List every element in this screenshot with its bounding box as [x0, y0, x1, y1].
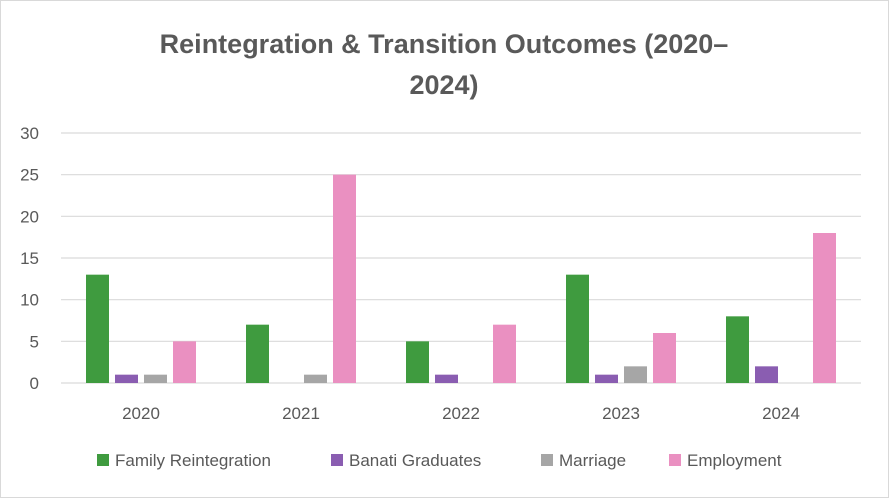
bar-marriage-2020	[144, 374, 167, 383]
bar-employment-2023	[653, 333, 676, 383]
legend-swatch	[97, 454, 109, 466]
legend-label: Marriage	[559, 451, 626, 470]
y-axis: 0 5 10 15 20 25 30	[20, 124, 39, 393]
chart-title-line-2: 2024)	[409, 70, 478, 100]
y-tick-label: 10	[20, 291, 39, 310]
legend-swatch	[669, 454, 681, 466]
bar-family-reintegration-2021	[246, 324, 269, 383]
legend-label: Banati Graduates	[349, 451, 481, 470]
bar-marriage-2021	[304, 374, 327, 383]
y-tick-label: 30	[20, 124, 39, 143]
y-tick-label: 20	[20, 207, 39, 226]
x-tick-label: 2022	[442, 404, 480, 423]
y-tick-label: 25	[20, 166, 39, 185]
bar-family-reintegration-2023	[566, 274, 589, 383]
chart-title-line-1: Reintegration & Transition Outcomes (202…	[160, 29, 729, 59]
x-tick-label: 2024	[762, 404, 800, 423]
x-tick-label: 2023	[602, 404, 640, 423]
y-tick-label: 15	[20, 249, 39, 268]
bar-employment-2020	[173, 341, 196, 383]
bar-employment-2024	[813, 233, 836, 383]
bar-banati-graduates-2024	[755, 366, 778, 383]
legend-swatch	[541, 454, 553, 466]
bar-marriage-2023	[624, 366, 647, 383]
bar-banati-graduates-2020	[115, 374, 138, 383]
legend: Family Reintegration Banati Graduates Marr…	[97, 451, 782, 470]
legend-label: Family Reintegration	[115, 451, 271, 470]
bar-employment-2022	[493, 324, 516, 383]
bar-family-reintegration-2024	[726, 316, 749, 383]
bar-family-reintegration-2020	[86, 274, 109, 383]
bar-banati-graduates-2023	[595, 374, 618, 383]
bar-family-reintegration-2022	[406, 341, 429, 383]
legend-label: Employment	[687, 451, 782, 470]
y-tick-label: 0	[30, 374, 39, 393]
x-tick-label: 2020	[122, 404, 160, 423]
bar-employment-2021	[333, 174, 356, 383]
x-axis: 2020 2021 2022 2023 2024	[122, 404, 800, 423]
legend-swatch	[331, 454, 343, 466]
y-tick-label: 5	[30, 332, 39, 351]
bar-banati-graduates-2022	[435, 374, 458, 383]
bars	[86, 174, 836, 383]
x-tick-label: 2021	[282, 404, 320, 423]
